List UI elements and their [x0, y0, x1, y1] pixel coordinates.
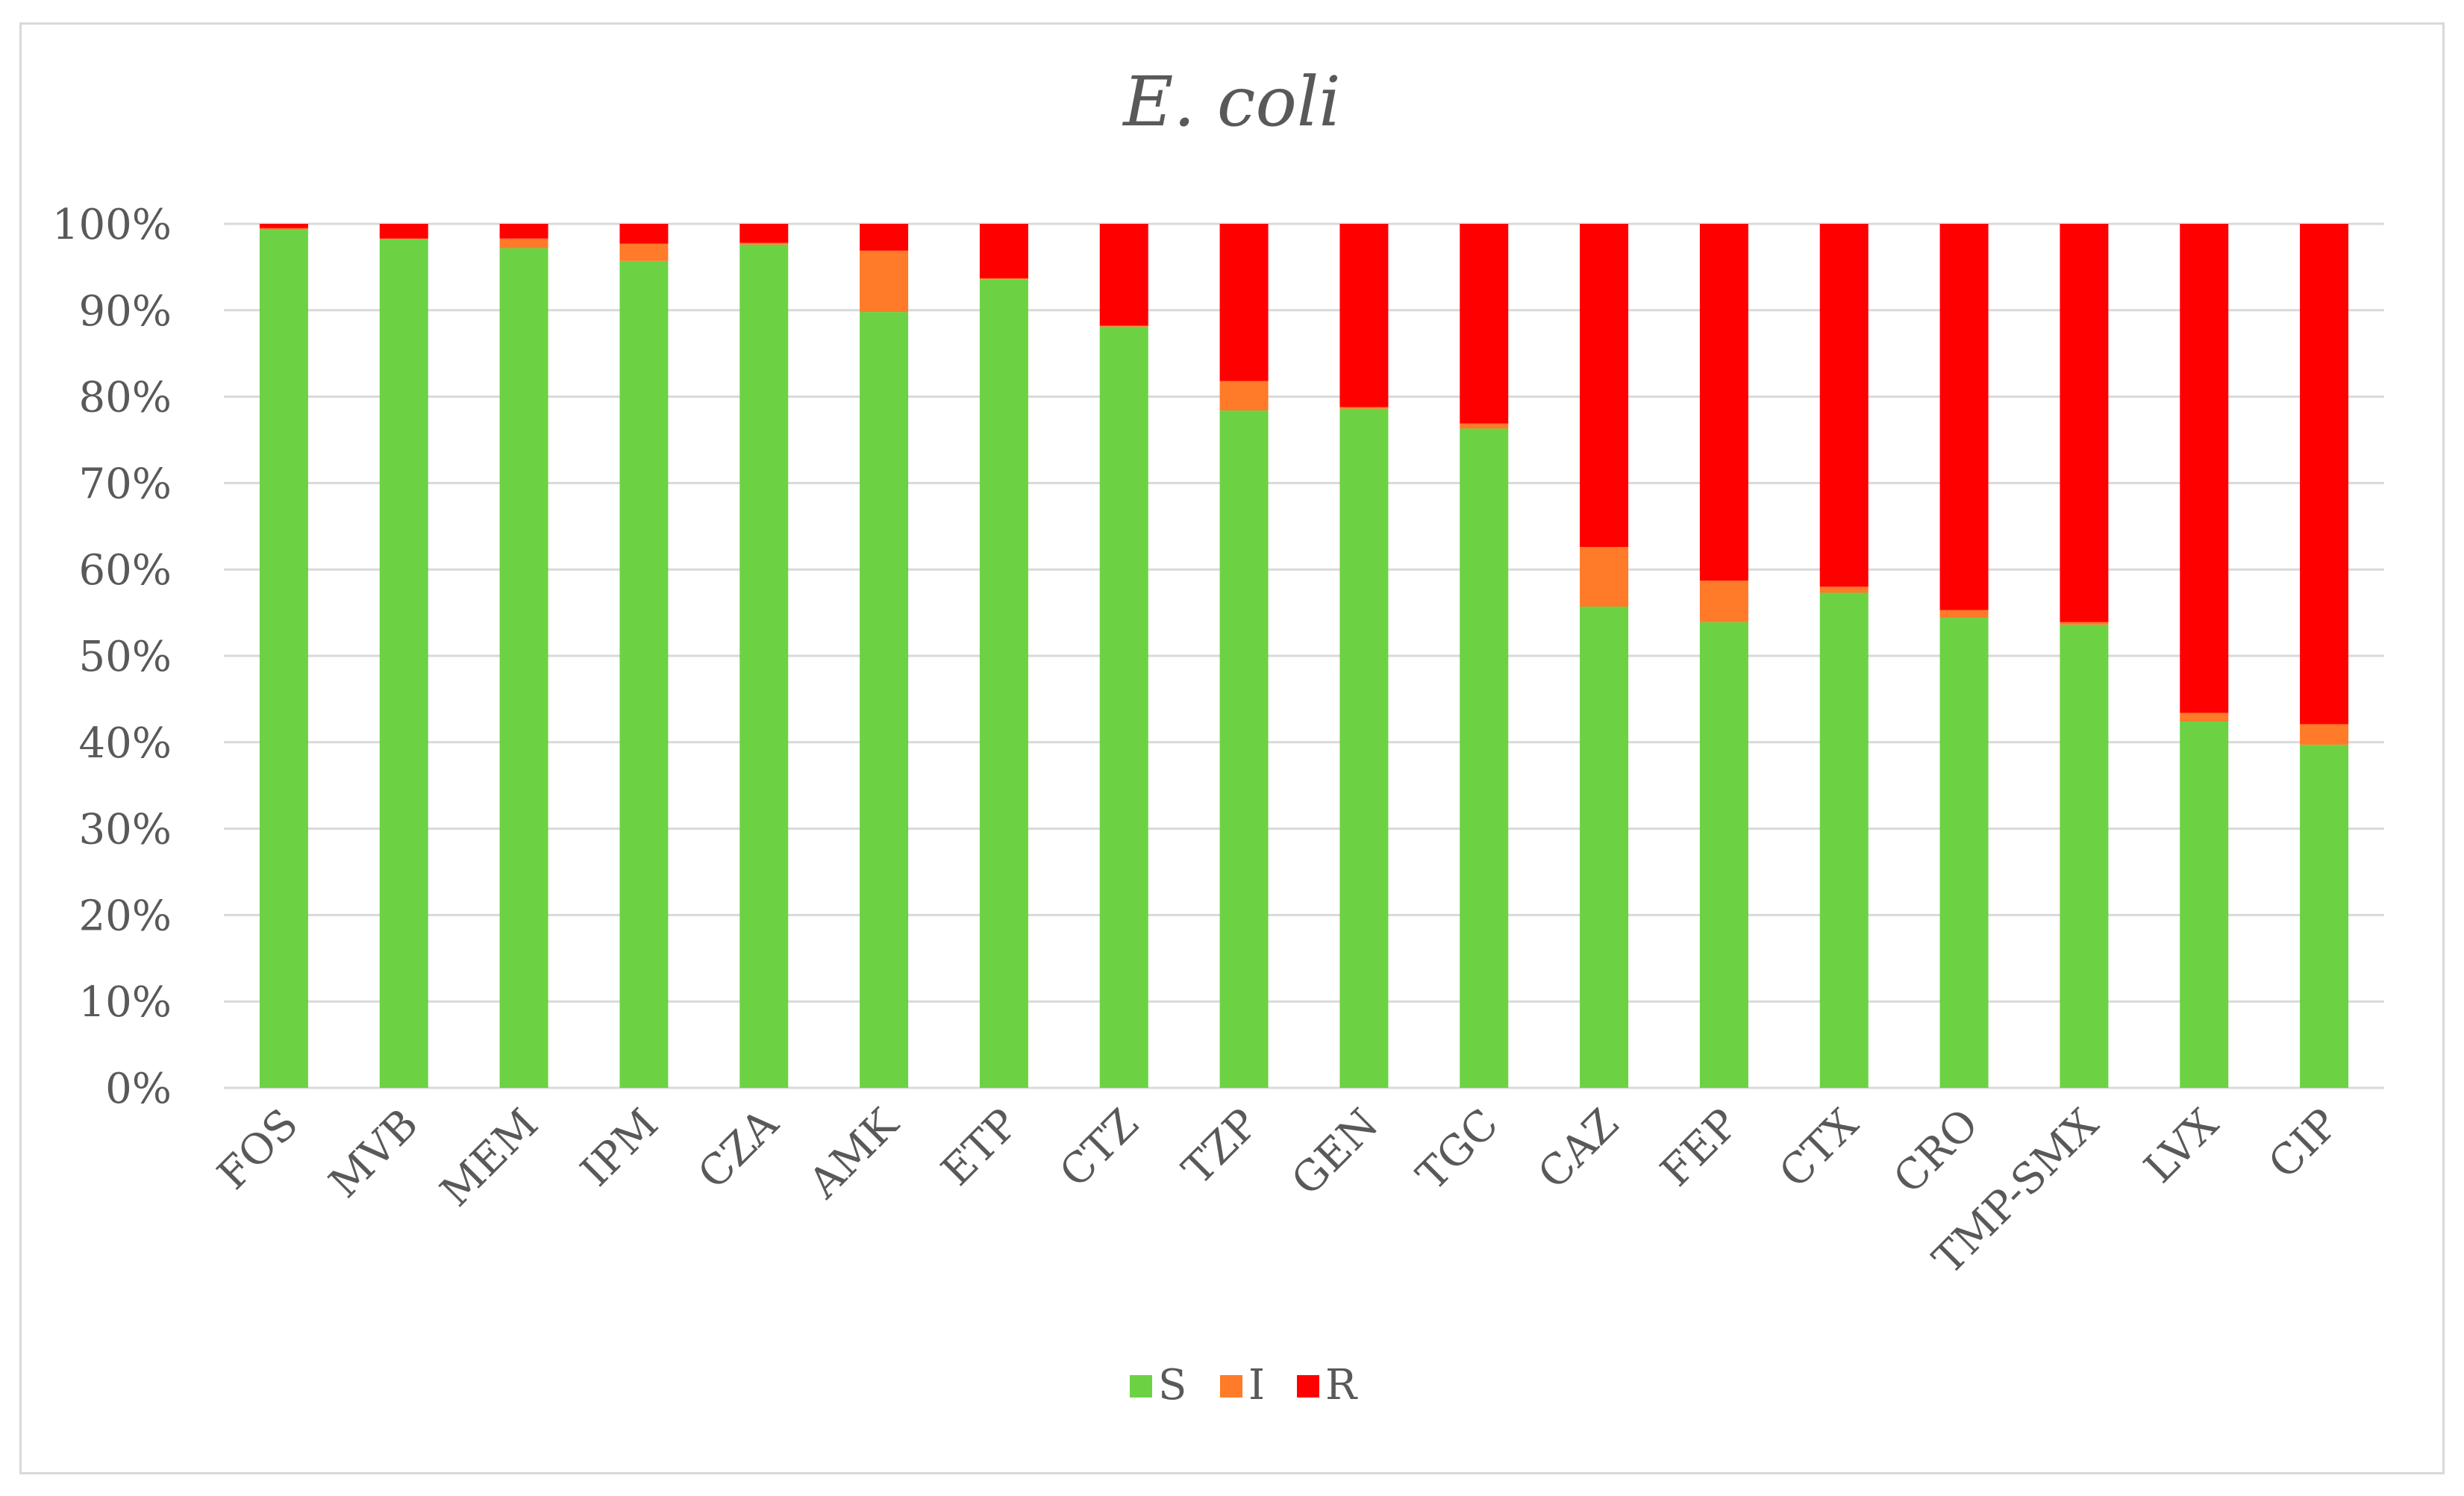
x-tick-label: FOS — [208, 1100, 307, 1199]
bar-r-tmp-smx — [2060, 224, 2109, 622]
bar-r-tgc — [1460, 224, 1509, 424]
x-tick-label: CZA — [689, 1100, 788, 1199]
bar-r-gen — [1339, 224, 1389, 407]
bar-s-tmp-smx — [2060, 625, 2109, 1088]
bar-i-tzp — [1219, 381, 1269, 411]
y-tick-label: 60% — [79, 546, 172, 595]
bar-r-ipm — [619, 224, 669, 244]
bar-r-mvb — [379, 224, 428, 239]
legend-swatch-i — [1220, 1375, 1242, 1398]
bar-i-ctx — [1819, 586, 1869, 593]
bar-i-cza — [739, 242, 789, 245]
bar-i-tgc — [1460, 423, 1509, 429]
bar-i-cip — [2300, 724, 2349, 745]
x-tick-label: GEN — [1283, 1100, 1388, 1205]
bar-r-cza — [739, 224, 789, 243]
y-tick-label: 20% — [79, 892, 172, 940]
y-tick-label: 40% — [79, 719, 172, 768]
y-tick-label: 100% — [52, 201, 172, 249]
bar-i-cro — [1939, 610, 1989, 619]
bar-i-tmp-smx — [2060, 622, 2109, 625]
legend-label-r: R — [1325, 1361, 1358, 1409]
bar-s-tzp — [1219, 410, 1269, 1088]
bar-i-ipm — [619, 243, 669, 261]
x-tick-label: MEM — [431, 1100, 548, 1216]
bar-i-mvb — [379, 238, 428, 240]
x-tick-label: CTZ — [1051, 1100, 1148, 1197]
x-tick-label: TGC — [1407, 1100, 1507, 1200]
legend-swatch-s — [1130, 1375, 1152, 1398]
bar-r-caz — [1580, 224, 1629, 548]
bar-i-fos — [259, 228, 308, 231]
x-tick-label: ETP — [932, 1100, 1028, 1195]
y-tick-label: 10% — [79, 978, 172, 1027]
bar-i-fep — [1699, 580, 1748, 622]
bar-i-caz — [1580, 547, 1629, 607]
bar-i-gen — [1339, 407, 1389, 409]
bar-s-ipm — [619, 260, 669, 1089]
bar-s-cza — [739, 244, 789, 1088]
bar-s-lvx — [2180, 722, 2229, 1088]
bar-s-cro — [1939, 618, 1989, 1088]
bar-r-ctz — [1099, 224, 1148, 326]
legend-label-s: S — [1158, 1361, 1186, 1409]
bar-i-mem — [499, 238, 548, 248]
bar-r-tzp — [1219, 224, 1269, 381]
bar-s-fep — [1699, 622, 1748, 1088]
bar-r-etp — [979, 224, 1028, 278]
bar-s-ctx — [1819, 592, 1869, 1088]
bars — [259, 224, 2349, 1089]
x-tick-label: CIP — [2260, 1100, 2348, 1189]
bar-s-cip — [2300, 745, 2349, 1088]
y-tick-label: 70% — [79, 460, 172, 508]
bar-s-fos — [259, 230, 308, 1089]
x-tick-label: CTX — [1770, 1100, 1868, 1198]
legend-swatch-r — [1297, 1375, 1319, 1398]
bar-r-fep — [1699, 224, 1748, 581]
bar-s-etp — [979, 279, 1028, 1088]
bar-r-cro — [1939, 224, 1989, 610]
x-tick-label: IPM — [572, 1100, 668, 1196]
bar-r-lvx — [2180, 224, 2229, 713]
bar-s-tgc — [1460, 428, 1509, 1088]
x-tick-label: CRO — [1884, 1100, 1988, 1204]
bar-r-amk — [860, 224, 909, 251]
x-tick-label: FEP — [1651, 1100, 1748, 1196]
bar-s-mem — [499, 248, 548, 1088]
bar-s-amk — [860, 312, 909, 1089]
bar-s-mvb — [379, 239, 428, 1088]
x-tick-label: MVB — [320, 1100, 428, 1207]
bar-i-etp — [979, 278, 1028, 280]
bar-i-ctz — [1099, 325, 1148, 327]
bar-i-lvx — [2180, 713, 2229, 722]
chart-title: E. coli — [1122, 62, 1340, 142]
y-tick-label: 80% — [79, 374, 172, 422]
x-tick-label: AMK — [799, 1099, 908, 1208]
bar-s-ctz — [1099, 326, 1148, 1088]
x-tick-label: TZP — [1173, 1100, 1268, 1195]
y-tick-label: 0% — [105, 1065, 172, 1113]
y-tick-label: 50% — [79, 633, 172, 681]
y-axis-ticks: 0% 10% 20% 30% 40% 50% 60% 70% 80% 90% 100% — [52, 201, 172, 1113]
bar-s-gen — [1339, 408, 1389, 1088]
bar-r-cip — [2300, 224, 2349, 724]
x-axis-ticks: FOS MVB MEM IPM CZA AMK ETP CTZ TZP GEN TGC CAZ FEP C… — [208, 1099, 2348, 1283]
y-tick-label: 90% — [79, 287, 172, 336]
y-tick-label: 30% — [79, 806, 172, 854]
bar-s-caz — [1580, 606, 1629, 1088]
gridlines — [224, 222, 2384, 1089]
bar-i-amk — [860, 250, 909, 313]
bar-r-mem — [499, 224, 548, 239]
bar-r-fos — [259, 224, 308, 228]
legend-label-i: I — [1248, 1361, 1265, 1409]
x-tick-label: CAZ — [1529, 1100, 1627, 1198]
x-tick-label: LVX — [2135, 1100, 2227, 1192]
bar-r-ctx — [1819, 224, 1869, 587]
